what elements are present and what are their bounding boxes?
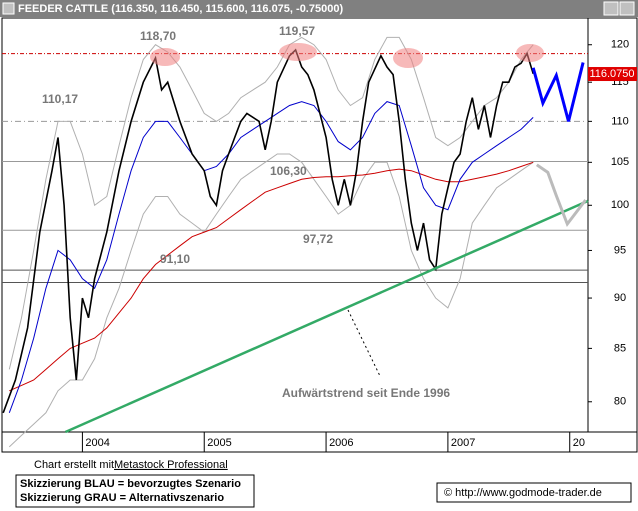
minimize-button[interactable] [603,1,619,16]
price-annotation: 106,30 [270,164,307,178]
x-tick-label: 2007 [451,437,475,449]
price-annotation: 118,70 [140,29,176,43]
last-price-label: 116.0750 [589,68,634,80]
x-tick-label: 20 [573,437,585,449]
credit-link[interactable]: Metastock Professional [114,459,228,471]
y-tick-label: 100 [611,199,629,211]
chart-title: FEEDER CATTLE (116.350, 116.450, 115.600… [18,3,343,15]
y-tick-label: 110 [611,115,629,127]
x-tick-label: 2004 [85,437,109,449]
trend-pointer [347,309,381,377]
y-tick-label: 80 [614,396,626,408]
y-tick-label: 120 [611,39,629,51]
scenario-line [535,163,587,228]
y-tick-label: 105 [611,156,629,168]
peak-highlight [279,43,317,61]
last-price-box [588,67,637,82]
trend-label: Aufwärtstrend seit Ende 1996 [282,386,450,400]
trend-line [64,199,589,434]
credit-prefix: Chart erstellt mit [34,459,114,471]
copyright-box [436,482,632,503]
peak-highlight [516,44,544,62]
plot-frame [1,17,589,433]
indicator-line [8,36,534,370]
price-line [2,48,534,414]
y-tick-label: 85 [614,342,626,354]
plot-layer [2,36,589,448]
copyright: © http://www.godmode-trader.de [444,487,602,499]
legend-blue: Skizzierung BLAU = bevorzugtes Szenario [20,478,241,490]
y-axis-panel [587,17,638,433]
legend-box [15,474,255,508]
peak-highlight [150,48,180,66]
x-axis-panel [1,431,638,453]
price-annotation: 97,72 [303,232,333,246]
price-annotation: 91,10 [160,252,190,266]
indicator-line [8,153,534,448]
window-icon [2,2,15,15]
x-tick-label: 2006 [329,437,353,449]
price-annotation: 110,17 [42,92,78,106]
title-bar [0,0,638,17]
indicator-line [9,161,534,392]
y-tick-label: 95 [614,244,626,256]
y-tick-label: 90 [614,292,626,304]
peak-highlight [393,48,423,68]
legend-gray: Skizzierung GRAU = Alternativszenario [20,492,224,504]
scenario-line [531,62,585,122]
x-tick-label: 2005 [207,437,231,449]
maximize-button[interactable] [619,1,635,16]
price-annotation: 119,57 [279,24,315,38]
